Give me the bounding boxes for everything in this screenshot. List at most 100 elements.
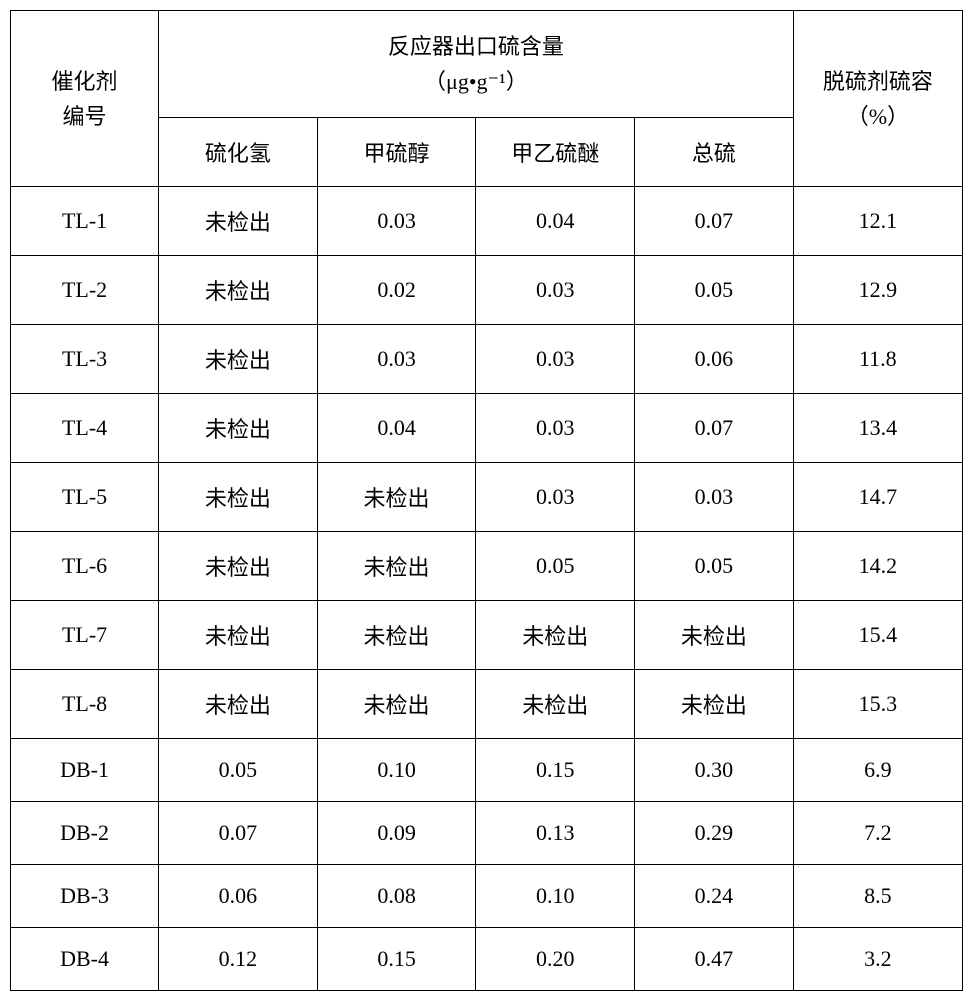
cell-h2s: 未检出 xyxy=(159,532,318,601)
cell-catalyst-id: TL-5 xyxy=(11,463,159,532)
cell-h2s: 0.06 xyxy=(159,865,318,928)
header-row-1: 催化剂 编号 反应器出口硫含量 （μg•g⁻¹） 脱硫剂硫容 （%） xyxy=(11,11,963,118)
cell-mes: 0.03 xyxy=(476,256,635,325)
header-outlet-sulfur: 反应器出口硫含量 （μg•g⁻¹） xyxy=(159,11,794,118)
data-table-container: 催化剂 编号 反应器出口硫含量 （μg•g⁻¹） 脱硫剂硫容 （%） xyxy=(10,10,963,991)
table-row: TL-5未检出未检出0.030.0314.7 xyxy=(11,463,963,532)
table-row: DB-10.050.100.150.306.9 xyxy=(11,739,963,802)
cell-capacity: 12.9 xyxy=(793,256,962,325)
cell-h2s: 未检出 xyxy=(159,325,318,394)
cell-h2s: 未检出 xyxy=(159,463,318,532)
header-outlet-title: 反应器出口硫含量 xyxy=(165,29,787,64)
cell-methyl: 0.04 xyxy=(317,394,476,463)
cell-capacity: 15.4 xyxy=(793,601,962,670)
table-body: TL-1未检出0.030.040.0712.1TL-2未检出0.020.030.… xyxy=(11,187,963,991)
cell-catalyst-id: TL-3 xyxy=(11,325,159,394)
cell-mes: 0.15 xyxy=(476,739,635,802)
cell-h2s: 0.07 xyxy=(159,802,318,865)
cell-methyl: 未检出 xyxy=(317,463,476,532)
table-row: TL-8未检出未检出未检出未检出15.3 xyxy=(11,670,963,739)
header-total: 总硫 xyxy=(635,118,794,187)
cell-mes: 0.03 xyxy=(476,325,635,394)
cell-capacity: 13.4 xyxy=(793,394,962,463)
cell-total: 0.07 xyxy=(635,394,794,463)
cell-mes: 0.03 xyxy=(476,463,635,532)
cell-methyl: 0.09 xyxy=(317,802,476,865)
cell-total: 0.06 xyxy=(635,325,794,394)
header-desulfur-capacity: 脱硫剂硫容 （%） xyxy=(793,11,962,187)
cell-capacity: 8.5 xyxy=(793,865,962,928)
table-row: TL-1未检出0.030.040.0712.1 xyxy=(11,187,963,256)
header-catalyst-line2: 编号 xyxy=(17,99,152,134)
table-row: DB-40.120.150.200.473.2 xyxy=(11,928,963,991)
cell-methyl: 未检出 xyxy=(317,532,476,601)
cell-mes: 0.13 xyxy=(476,802,635,865)
sulfur-data-table: 催化剂 编号 反应器出口硫含量 （μg•g⁻¹） 脱硫剂硫容 （%） xyxy=(10,10,963,991)
cell-capacity: 12.1 xyxy=(793,187,962,256)
cell-total: 0.24 xyxy=(635,865,794,928)
cell-total: 0.30 xyxy=(635,739,794,802)
cell-total: 0.05 xyxy=(635,532,794,601)
cell-total: 未检出 xyxy=(635,601,794,670)
cell-total: 未检出 xyxy=(635,670,794,739)
header-outlet-unit: （μg•g⁻¹） xyxy=(165,64,787,99)
cell-h2s: 未检出 xyxy=(159,187,318,256)
table-row: TL-4未检出0.040.030.0713.4 xyxy=(11,394,963,463)
cell-catalyst-id: DB-1 xyxy=(11,739,159,802)
cell-h2s: 未检出 xyxy=(159,601,318,670)
table-row: TL-3未检出0.030.030.0611.8 xyxy=(11,325,963,394)
cell-total: 0.47 xyxy=(635,928,794,991)
cell-total: 0.29 xyxy=(635,802,794,865)
cell-h2s: 未检出 xyxy=(159,670,318,739)
cell-catalyst-id: TL-6 xyxy=(11,532,159,601)
table-row: TL-6未检出未检出0.050.0514.2 xyxy=(11,532,963,601)
cell-catalyst-id: TL-8 xyxy=(11,670,159,739)
cell-mes: 0.10 xyxy=(476,865,635,928)
header-catalyst-id: 催化剂 编号 xyxy=(11,11,159,187)
table-row: TL-2未检出0.020.030.0512.9 xyxy=(11,256,963,325)
cell-methyl: 0.03 xyxy=(317,187,476,256)
cell-methyl: 0.10 xyxy=(317,739,476,802)
cell-capacity: 15.3 xyxy=(793,670,962,739)
cell-methyl: 0.02 xyxy=(317,256,476,325)
cell-h2s: 0.05 xyxy=(159,739,318,802)
header-capacity-line2: （%） xyxy=(800,99,956,134)
cell-mes: 未检出 xyxy=(476,601,635,670)
header-h2s: 硫化氢 xyxy=(159,118,318,187)
header-mes: 甲乙硫醚 xyxy=(476,118,635,187)
table-row: TL-7未检出未检出未检出未检出15.4 xyxy=(11,601,963,670)
cell-methyl: 未检出 xyxy=(317,601,476,670)
cell-total: 0.03 xyxy=(635,463,794,532)
table-row: DB-20.070.090.130.297.2 xyxy=(11,802,963,865)
cell-capacity: 14.2 xyxy=(793,532,962,601)
header-capacity-line1: 脱硫剂硫容 xyxy=(800,64,956,99)
cell-capacity: 11.8 xyxy=(793,325,962,394)
cell-catalyst-id: TL-1 xyxy=(11,187,159,256)
cell-methyl: 0.03 xyxy=(317,325,476,394)
header-methyl: 甲硫醇 xyxy=(317,118,476,187)
cell-mes: 0.05 xyxy=(476,532,635,601)
cell-catalyst-id: TL-2 xyxy=(11,256,159,325)
cell-h2s: 未检出 xyxy=(159,394,318,463)
cell-mes: 0.04 xyxy=(476,187,635,256)
cell-catalyst-id: DB-4 xyxy=(11,928,159,991)
cell-total: 0.05 xyxy=(635,256,794,325)
cell-capacity: 14.7 xyxy=(793,463,962,532)
cell-capacity: 7.2 xyxy=(793,802,962,865)
cell-catalyst-id: TL-7 xyxy=(11,601,159,670)
cell-catalyst-id: DB-2 xyxy=(11,802,159,865)
cell-methyl: 0.08 xyxy=(317,865,476,928)
cell-capacity: 6.9 xyxy=(793,739,962,802)
cell-h2s: 未检出 xyxy=(159,256,318,325)
cell-catalyst-id: DB-3 xyxy=(11,865,159,928)
cell-h2s: 0.12 xyxy=(159,928,318,991)
cell-total: 0.07 xyxy=(635,187,794,256)
cell-methyl: 未检出 xyxy=(317,670,476,739)
cell-methyl: 0.15 xyxy=(317,928,476,991)
table-header: 催化剂 编号 反应器出口硫含量 （μg•g⁻¹） 脱硫剂硫容 （%） xyxy=(11,11,963,187)
cell-catalyst-id: TL-4 xyxy=(11,394,159,463)
cell-capacity: 3.2 xyxy=(793,928,962,991)
table-row: DB-30.060.080.100.248.5 xyxy=(11,865,963,928)
cell-mes: 0.20 xyxy=(476,928,635,991)
cell-mes: 未检出 xyxy=(476,670,635,739)
